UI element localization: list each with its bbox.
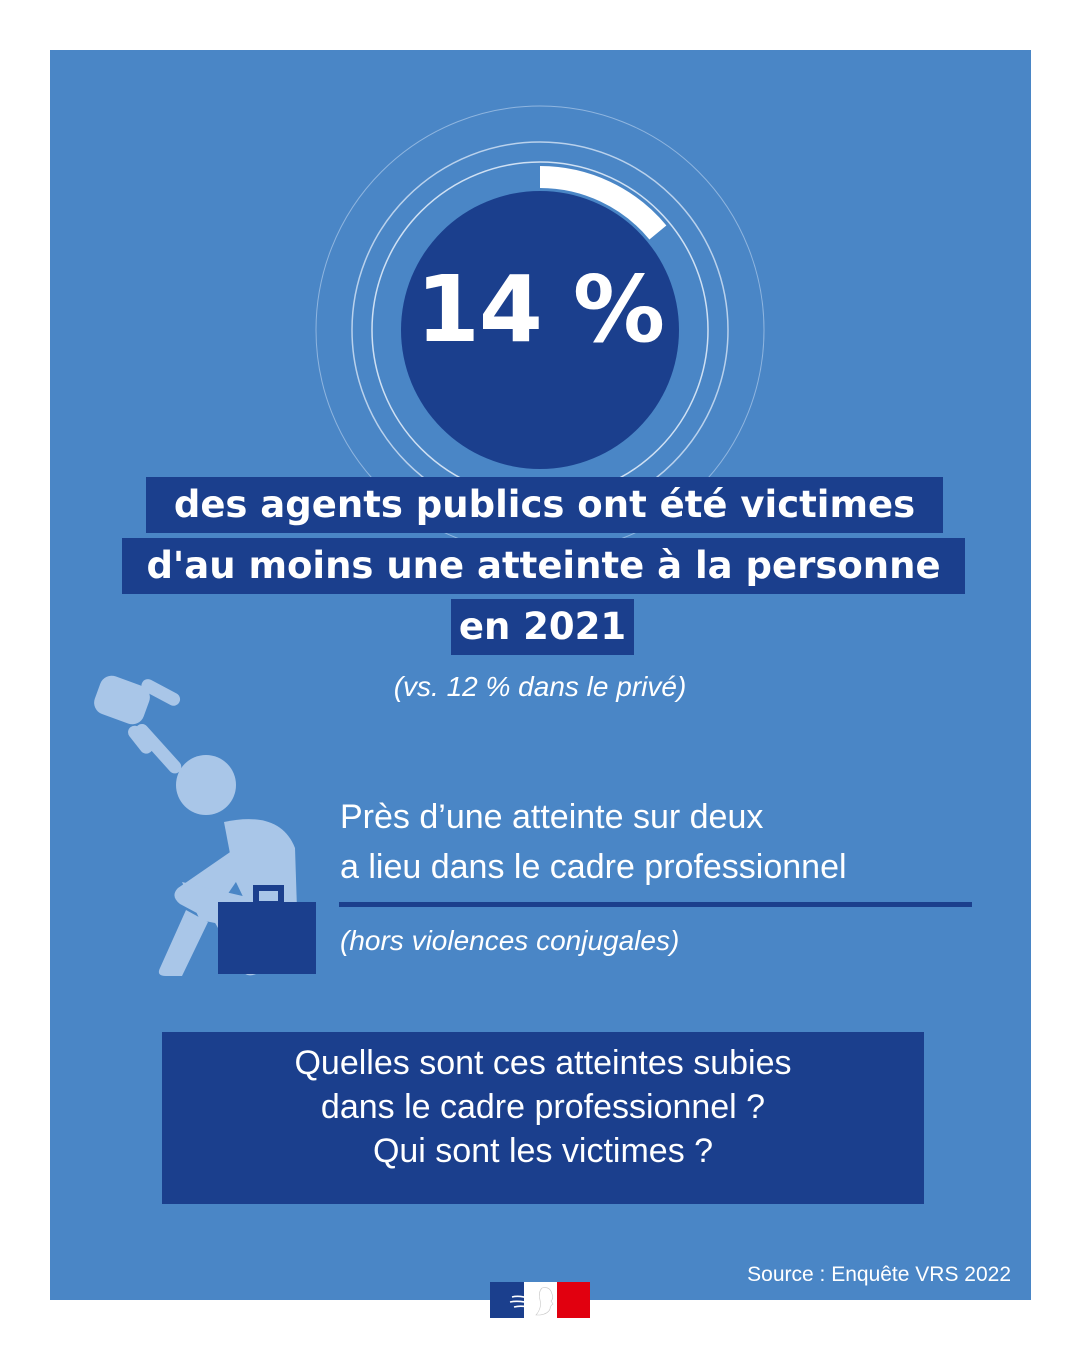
- question-line-1: Quelles sont ces atteintes subies: [294, 1044, 792, 1082]
- briefcase-icon: [218, 885, 316, 974]
- progress-arc: [539, 166, 667, 240]
- source-credit: Source : Enquête VRS 2022: [747, 1263, 1011, 1286]
- center-disc: [401, 191, 679, 469]
- headline-line-2: d'au moins une atteinte à la personne: [122, 538, 965, 594]
- pointing-hand-icon: [94, 675, 182, 774]
- professional-statement: Près d’une atteinte sur deux a lieu dans…: [340, 792, 980, 892]
- statement-underline: [339, 902, 972, 907]
- infographic-panel: 14 % des agents publics ont été victimes…: [50, 50, 1031, 1300]
- professional-note: (hors violences conjugales): [340, 925, 680, 956]
- professional-line-1: Près d’une atteinte sur deux: [340, 798, 764, 836]
- main-percentage: 14 %: [415, 256, 665, 363]
- question-line-3: Qui sont les victimes ?: [372, 1132, 714, 1170]
- marianne-logo: [490, 1282, 590, 1318]
- question-box: Quelles sont ces atteintes subies dans l…: [162, 1032, 924, 1204]
- headline-line-3: en 2021: [451, 599, 634, 655]
- progress-ring-graphic: [315, 105, 765, 555]
- victim-illustration: [94, 675, 316, 976]
- comparison-note: (vs. 12 % dans le privé): [393, 671, 687, 702]
- headline-line-1: des agents publics ont été victimes: [146, 477, 943, 533]
- professional-line-2: a lieu dans le cadre professionnel: [340, 848, 847, 886]
- question-line-2: dans le cadre professionnel ?: [320, 1088, 766, 1126]
